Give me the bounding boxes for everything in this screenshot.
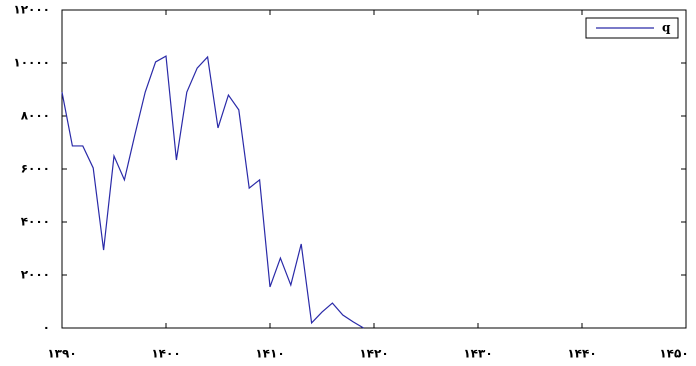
y-tick-label: ۴۰۰۰ bbox=[21, 215, 50, 229]
x-tick-label: ۱۳۹۰ bbox=[47, 347, 76, 361]
plot-frame bbox=[61, 9, 687, 329]
x-tick-label: ۱۴۵۰ bbox=[659, 347, 688, 361]
y-tick-label: ۱۰۰۰۰ bbox=[13, 56, 50, 70]
data-line bbox=[61, 55, 364, 329]
x-tick-label: ۱۴۳۰ bbox=[463, 347, 492, 361]
y-tick-label: ۰ bbox=[43, 321, 50, 335]
x-tick-label: ۱۴۱۰ bbox=[255, 347, 284, 361]
x-tick-label: ۱۴۴۰ bbox=[567, 347, 596, 361]
y-tick-label: ۱۲۰۰۰ bbox=[13, 3, 50, 17]
y-tick-label: ۸۰۰۰ bbox=[21, 109, 50, 123]
legend-label: q bbox=[662, 21, 671, 35]
x-tick-label: ۱۴۲۰ bbox=[359, 347, 388, 361]
y-tick-label: ۶۰۰۰ bbox=[21, 162, 50, 176]
y-tick-label: ۲۰۰۰ bbox=[21, 268, 50, 282]
x-tick-label: ۱۴۰۰ bbox=[151, 347, 180, 361]
